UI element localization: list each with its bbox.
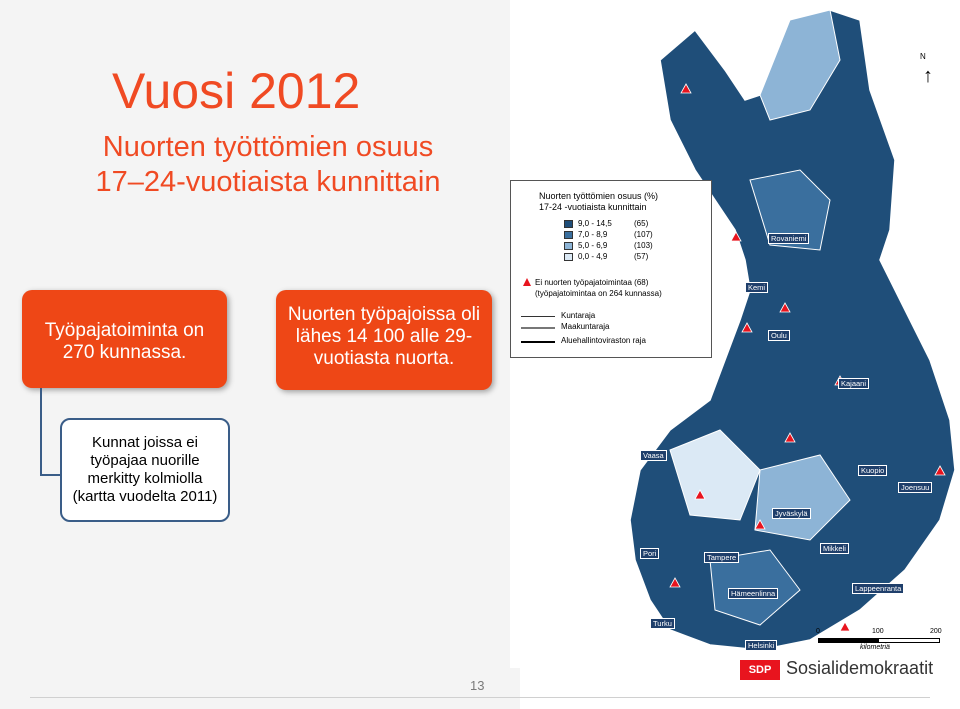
- page-number: 13: [470, 678, 485, 693]
- scale-label-200: 200: [930, 628, 942, 635]
- city-label-mikkeli: Mikkeli: [820, 543, 849, 554]
- logo-mark: SDP: [740, 660, 780, 680]
- scale-unit-label: kilometriä: [860, 644, 890, 651]
- city-label-rovaniemi: Rovaniemi: [768, 233, 810, 244]
- scale-label-100: 100: [872, 628, 884, 635]
- city-label-kemi: Kemi: [745, 282, 769, 293]
- legend-class-range: 0,0 - 4,9: [578, 252, 608, 261]
- no-workshop-triangle: [669, 577, 681, 588]
- city-label-kajaani: Kajaani: [838, 378, 870, 389]
- no-workshop-triangle: [680, 83, 692, 94]
- map-scale-bar: 0 100 200 kilometriä: [812, 628, 942, 658]
- no-workshop-triangle: [934, 465, 946, 476]
- city-label-pori: Pori: [640, 548, 660, 559]
- legend-title-line-2: 17-24 -vuotiaista kunnittain: [539, 202, 647, 212]
- legend-boundary-label: Maakuntaraja: [561, 322, 610, 331]
- no-workshop-triangle: [754, 519, 766, 530]
- slide-title: Vuosi 2012: [112, 63, 361, 119]
- no-workshop-triangle: [730, 231, 742, 242]
- legend-line-municipal: [521, 316, 555, 317]
- legend-swatch: [564, 231, 573, 239]
- red-triangle-icon: [523, 278, 531, 286]
- map-region-light: [759, 9, 841, 121]
- slide-subtitle: Nuorten työttömien osuus 17–24-vuotiaist…: [48, 130, 488, 200]
- logo-text: Sosialidemokraatit: [786, 658, 934, 678]
- map-legend: Nuorten työttömien osuus (%) 17-24 -vuot…: [510, 180, 712, 358]
- no-workshop-triangle: [779, 302, 791, 313]
- legend-line-regional: [521, 327, 555, 329]
- legend-class-count: (107): [634, 230, 653, 239]
- city-label-hameenlinna: Hämeenlinna: [728, 588, 779, 599]
- no-workshop-triangle: [839, 621, 851, 632]
- legend-class-range: 7,0 - 8,9: [578, 230, 608, 239]
- footer-divider: [30, 697, 930, 698]
- city-label-jyvaskyla: Jyväskylä: [772, 508, 811, 519]
- legend-line-avi: [521, 341, 555, 343]
- legend-class-range: 9,0 - 14,5: [578, 219, 612, 228]
- subtitle-line-1: Nuorten työttömien osuus: [102, 131, 434, 163]
- legend-class-range: 5,0 - 6,9: [578, 241, 608, 250]
- map-region-pale: [669, 429, 761, 521]
- city-label-vaasa: Vaasa: [640, 450, 667, 461]
- subtitle-line-2: 17–24-vuotiaista kunnittain: [95, 166, 441, 198]
- city-label-lappeenranta: Lappeenranta: [852, 583, 905, 594]
- city-label-kuopio: Kuopio: [858, 465, 888, 476]
- workshop-participants-callout: Nuorten työpajoissa oli lähes 14 100 all…: [276, 290, 492, 390]
- city-label-joensuu: Joensuu: [898, 482, 933, 493]
- legend-swatch: [564, 242, 573, 250]
- legend-class-count: (103): [634, 241, 653, 250]
- legend-no-workshop-line-2: (työpajatoimintaa on 264 kunnassa): [535, 289, 662, 298]
- legend-no-workshop-line-1: Ei nuorten työpajatoimintaa (68): [535, 278, 649, 287]
- legend-boundary-label: Aluehallintoviraston raja: [561, 336, 646, 345]
- legend-no-workshop-note: Ei nuorten työpajatoimintaa (68) (työpaj…: [523, 277, 708, 299]
- city-label-helsinki: Helsinki: [745, 640, 778, 651]
- legend-class-count: (57): [634, 252, 649, 261]
- callout-connector-line: [40, 388, 64, 476]
- north-arrow-icon: ↑: [923, 65, 933, 87]
- legend-class-count: (65): [634, 219, 649, 228]
- no-workshop-triangle: [741, 322, 753, 333]
- map-region-mid: [749, 169, 831, 251]
- legend-title: Nuorten työttömien osuus (%) 17-24 -vuot…: [539, 191, 658, 213]
- legend-boundary-label: Kuntaraja: [561, 311, 596, 320]
- legend-title-line-1: Nuorten työttömien osuus (%): [539, 191, 659, 201]
- no-workshop-triangle: [784, 432, 796, 443]
- triangle-note-callout: Kunnat joissa ei työpajaa nuorille merki…: [60, 418, 230, 522]
- no-workshop-triangle: [694, 489, 706, 500]
- legend-swatch: [564, 220, 573, 228]
- city-label-tampere: Tampere: [704, 552, 740, 563]
- city-label-oulu: Oulu: [768, 330, 790, 341]
- scale-bar-graphic: [818, 638, 940, 643]
- map-region-mid-2: [709, 549, 801, 626]
- party-logo: SDP Sosialidemokraatit: [740, 658, 940, 682]
- north-label: N: [920, 52, 926, 61]
- workshop-count-callout: Työpajatoiminta on 270 kunnassa.: [22, 290, 227, 388]
- legend-swatch: [564, 253, 573, 261]
- city-label-turku: Turku: [650, 618, 675, 629]
- scale-label-0: 0: [816, 628, 820, 635]
